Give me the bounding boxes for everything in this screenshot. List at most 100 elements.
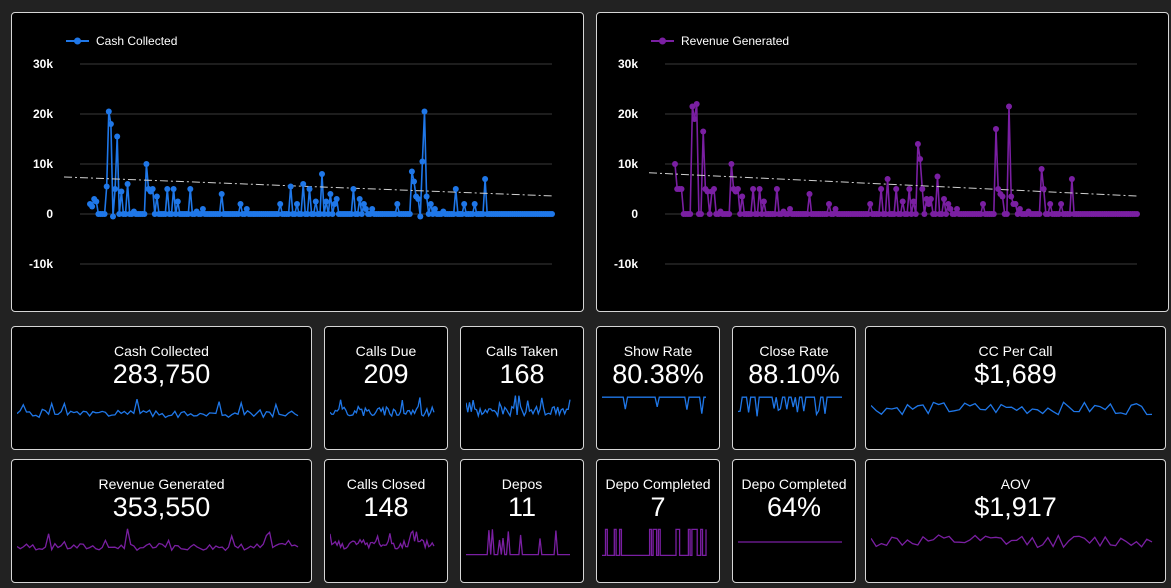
kpi-calls-due: Calls Due 209 bbox=[324, 326, 448, 450]
data-point bbox=[737, 211, 744, 217]
data-point bbox=[452, 186, 459, 192]
data-point bbox=[151, 211, 158, 217]
data-point bbox=[105, 108, 112, 115]
kpi-cc-per-call: CC Per Call $1,689 bbox=[865, 326, 1166, 450]
data-point bbox=[285, 211, 292, 217]
y-tick-label: -10k bbox=[614, 257, 638, 271]
data-point bbox=[882, 211, 889, 217]
sparkline-path bbox=[330, 529, 435, 550]
data-point bbox=[760, 198, 767, 205]
data-point bbox=[943, 211, 950, 217]
legend: Cash Collected bbox=[66, 34, 177, 48]
data-point bbox=[168, 211, 175, 217]
data-point bbox=[149, 186, 156, 192]
data-point bbox=[1055, 211, 1062, 217]
data-point bbox=[921, 211, 928, 217]
data-point bbox=[726, 211, 733, 217]
kpi-value: 148 bbox=[363, 492, 409, 522]
kpi-label: Calls Closed bbox=[346, 476, 426, 492]
data-point bbox=[865, 211, 871, 217]
data-point bbox=[482, 176, 489, 182]
data-point bbox=[287, 183, 294, 190]
revenue-generated-chart-panel: 30k 20k 10k 0 -10k Revenue Generated bbox=[596, 12, 1169, 312]
sparkline-path bbox=[871, 401, 1153, 416]
data-point bbox=[951, 211, 958, 217]
y-tick-label: 0 bbox=[631, 207, 638, 221]
data-point bbox=[170, 186, 177, 192]
data-point bbox=[691, 116, 698, 122]
data-point bbox=[1006, 103, 1012, 110]
data-point bbox=[406, 211, 413, 217]
data-point bbox=[241, 211, 248, 217]
data-point bbox=[1068, 176, 1075, 182]
data-point bbox=[784, 211, 791, 217]
data-point bbox=[693, 101, 700, 107]
kpi-value: 80.38% bbox=[612, 359, 704, 389]
kpi-label: CC Per Call bbox=[978, 343, 1053, 359]
data-point bbox=[1038, 166, 1045, 172]
sparkline bbox=[330, 397, 435, 418]
data-point bbox=[450, 211, 457, 217]
data-point bbox=[1016, 206, 1023, 212]
sparkline-path bbox=[330, 397, 435, 418]
cash-collected-chart-panel: 30k 20k 10k 0 -10k Cash Collected bbox=[11, 12, 584, 312]
kpi-depos: Depos 11 bbox=[460, 459, 584, 583]
kpi-value: 209 bbox=[363, 359, 409, 389]
data-point bbox=[199, 206, 206, 212]
sparkline bbox=[466, 395, 571, 419]
legend: Revenue Generated bbox=[651, 34, 789, 48]
data-point bbox=[832, 206, 839, 212]
data-point bbox=[480, 211, 486, 217]
data-point bbox=[999, 193, 1006, 200]
kpi-value: 11 bbox=[507, 492, 537, 522]
data-point bbox=[124, 181, 131, 187]
data-point bbox=[904, 211, 911, 217]
data-point bbox=[919, 186, 926, 192]
data-point bbox=[912, 211, 919, 217]
y-tick-label: 20k bbox=[33, 107, 53, 121]
kpi-depo-completed-rate: Depo Completed 64% bbox=[732, 459, 856, 583]
data-point bbox=[787, 206, 793, 212]
data-point bbox=[830, 211, 837, 217]
data-point bbox=[141, 211, 148, 217]
y-tick-label: 30k bbox=[33, 57, 53, 71]
data-point bbox=[327, 191, 334, 197]
data-point bbox=[914, 141, 921, 147]
data-point bbox=[172, 211, 179, 217]
revenue-generated-chart: 30k 20k 10k 0 -10k Revenue Generated bbox=[614, 34, 1140, 271]
data-point bbox=[89, 203, 96, 210]
data-point bbox=[977, 211, 984, 217]
data-point bbox=[754, 211, 761, 217]
data-point bbox=[698, 211, 704, 217]
kpi-label: Revenue Generated bbox=[98, 476, 225, 492]
data-point bbox=[218, 191, 225, 197]
data-point bbox=[329, 211, 336, 217]
data-point bbox=[421, 108, 428, 115]
kpi-value: 64% bbox=[766, 492, 822, 522]
data-point bbox=[758, 211, 765, 217]
data-point bbox=[417, 213, 424, 220]
sparkline-path bbox=[17, 528, 299, 552]
data-point bbox=[995, 186, 1002, 192]
data-point bbox=[294, 201, 300, 207]
data-point bbox=[174, 198, 181, 205]
data-point bbox=[122, 211, 129, 217]
y-tick-label: 30k bbox=[618, 57, 638, 71]
y-tick-label: 10k bbox=[33, 157, 53, 171]
kpi-value: 88.10% bbox=[748, 359, 840, 389]
data-point bbox=[747, 211, 754, 217]
data-point bbox=[826, 201, 832, 207]
data-point bbox=[392, 211, 399, 217]
data-point bbox=[934, 173, 941, 180]
data-point bbox=[1058, 201, 1065, 207]
data-point bbox=[300, 181, 307, 187]
data-point bbox=[243, 206, 250, 212]
kpi-value: 353,550 bbox=[112, 492, 211, 522]
data-point bbox=[459, 211, 466, 217]
data-point bbox=[101, 211, 108, 217]
data-point bbox=[317, 211, 323, 217]
data-point bbox=[348, 211, 355, 217]
data-point bbox=[875, 211, 882, 217]
kpi-aov: AOV $1,917 bbox=[865, 459, 1166, 583]
data-point bbox=[734, 186, 741, 192]
